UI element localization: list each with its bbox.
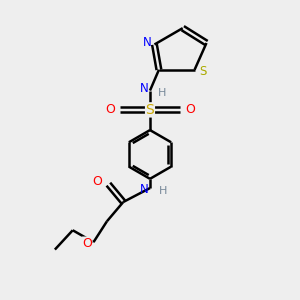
Text: O: O [105,103,115,116]
Text: O: O [92,175,102,188]
Text: N: N [140,82,148,95]
Text: S: S [146,103,154,117]
Text: H: H [159,186,167,196]
Text: N: N [140,183,148,196]
Text: H: H [158,88,167,98]
Text: N: N [143,37,152,50]
Text: O: O [185,103,195,116]
Text: S: S [199,65,206,78]
Text: O: O [82,237,92,250]
